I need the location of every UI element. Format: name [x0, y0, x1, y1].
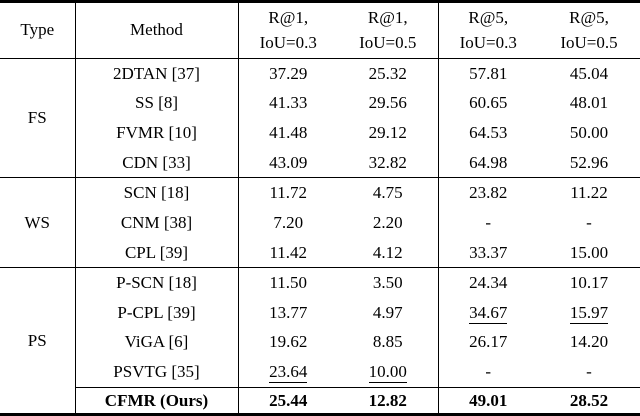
cell-value: 10.17 [569, 273, 609, 293]
cell-value: 15.00 [538, 237, 640, 269]
cell-value: 7.20 [273, 212, 304, 232]
cell-value: 29.12 [338, 118, 439, 148]
cell-value: 2.20 [338, 208, 439, 238]
cell-value: 24.34 [469, 273, 508, 293]
cell-value: 32.82 [338, 147, 439, 179]
cell-value: 26.17 [469, 332, 508, 352]
column-header-r1-iou03: R@1, IoU=0.3 [238, 1, 338, 59]
group-label-ws: WS [0, 177, 76, 269]
cell-method: SCN [18] [75, 177, 239, 209]
cell-value: 11.50 [269, 273, 308, 293]
cell-value: 23.82 [469, 183, 508, 203]
column-header-r5-iou05: R@5, IoU=0.5 [538, 1, 640, 59]
cell-value: 23.64 [238, 357, 338, 387]
cell-value: - [485, 212, 492, 232]
cell-method: P-SCN [18] [75, 267, 239, 299]
cell-value: 11.42 [238, 237, 338, 269]
cell-value: 19.62 [269, 332, 308, 352]
column-header-type: Type [0, 1, 76, 59]
cell-value: - [485, 362, 492, 382]
underlined-value: 34.67 [469, 302, 508, 324]
table-row: FVMR [10] 41.48 29.12 64.53 50.00 [0, 118, 640, 148]
table-row: ViGA [6] 19.62 8.85 26.17 14.20 [0, 327, 640, 358]
metric-threshold: IoU=0.5 [560, 32, 618, 52]
cell-value: 25.44 [238, 387, 338, 415]
table-row: PS P-SCN [18] 11.50 3.50 24.34 10.17 [0, 267, 640, 415]
cell-value: 8.85 [338, 327, 439, 358]
cell-value: - [586, 212, 592, 232]
cell-method: FVMR [10] [75, 118, 239, 148]
group-label-fs: FS [0, 58, 76, 179]
table-row: CDN [33] 43.09 32.82 64.98 52.96 [0, 147, 640, 179]
cell-value: 4.75 [338, 177, 439, 209]
cell-value: 57.81 [469, 63, 508, 83]
cell-value: 12.82 [338, 387, 439, 415]
metric-threshold: IoU=0.5 [359, 32, 417, 52]
cell-value: 14.20 [569, 332, 609, 352]
cell-method: SS [8] [75, 88, 239, 119]
cell-method: ViGA [6] [75, 327, 239, 358]
cell-value: 34.67 [438, 298, 538, 328]
table-row: WS SCN [18] 11.72 4.75 23.82 11.22 [0, 177, 640, 269]
cell-method: 2DTAN [37] [75, 58, 239, 89]
table-row: SS [8] 41.33 29.56 60.65 48.01 [0, 88, 640, 119]
metric-name: R@1, [268, 7, 309, 27]
cell-value: 50.00 [569, 122, 609, 142]
column-header-r1-iou05: R@1, IoU=0.5 [338, 1, 439, 59]
cell-value: 48.01 [569, 93, 609, 113]
cell-value: 4.97 [338, 298, 439, 328]
table-row: FS 2DTAN [37] 37.29 25.32 57.81 45.04 [0, 58, 640, 179]
cell-value: 43.09 [238, 147, 338, 179]
cell-value: 37.29 [269, 63, 308, 83]
cell-method: P-CPL [39] [75, 298, 239, 328]
underlined-value: 23.64 [269, 362, 308, 384]
metric-name: R@5, [569, 7, 609, 27]
metric-name: R@1, [367, 7, 408, 27]
cell-value: 13.77 [269, 302, 308, 322]
group-label-ps: PS [0, 267, 76, 415]
table-row-ours: CFMR (Ours) 25.44 12.82 49.01 28.52 [0, 387, 640, 415]
cell-value: - [586, 362, 592, 382]
cell-value: 11.22 [570, 183, 608, 203]
cell-value: 11.72 [269, 183, 308, 203]
cell-method: CNM [38] [75, 208, 239, 238]
underlined-value: 15.97 [569, 302, 609, 324]
cell-value: 60.65 [469, 93, 508, 113]
metric-threshold: IoU=0.3 [259, 32, 317, 52]
metric-name: R@5, [468, 7, 509, 27]
cell-value: 29.56 [338, 88, 439, 119]
cell-value: 49.01 [438, 387, 538, 415]
cell-value: 41.48 [269, 122, 308, 142]
table-row: CPL [39] 11.42 4.12 33.37 15.00 [0, 237, 640, 269]
cell-value: 64.98 [438, 147, 538, 179]
cell-method: CDN [33] [75, 147, 239, 179]
table-row: PSVTG [35] 23.64 10.00 - - [0, 357, 640, 388]
cell-value: 33.37 [438, 237, 538, 269]
cell-method: PSVTG [35] [75, 357, 239, 388]
table-row: CNM [38] 7.20 2.20 - - [0, 208, 640, 238]
cell-value: 15.97 [538, 298, 640, 328]
cell-method: CPL [39] [75, 237, 239, 269]
cell-method: CFMR (Ours) [75, 387, 239, 415]
cell-value: 41.33 [269, 93, 308, 113]
table-row: P-CPL [39] 13.77 4.97 34.67 15.97 [0, 298, 640, 328]
cell-value: 52.96 [538, 147, 640, 179]
cell-value: 3.50 [338, 267, 439, 299]
cell-value: 28.52 [538, 387, 640, 415]
header-row: Type Method R@1, IoU=0.3 R@1, IoU=0.5 R@… [0, 1, 640, 59]
cell-value: 25.32 [338, 58, 439, 89]
column-header-r5-iou03: R@5, IoU=0.3 [438, 1, 538, 59]
column-header-method: Method [75, 1, 239, 59]
cell-value: 64.53 [469, 122, 508, 142]
cell-value: 4.12 [338, 237, 439, 269]
cell-value: 45.04 [569, 63, 609, 83]
metric-threshold: IoU=0.3 [459, 32, 517, 52]
underlined-value: 10.00 [368, 362, 407, 384]
cell-value: 10.00 [338, 357, 439, 388]
